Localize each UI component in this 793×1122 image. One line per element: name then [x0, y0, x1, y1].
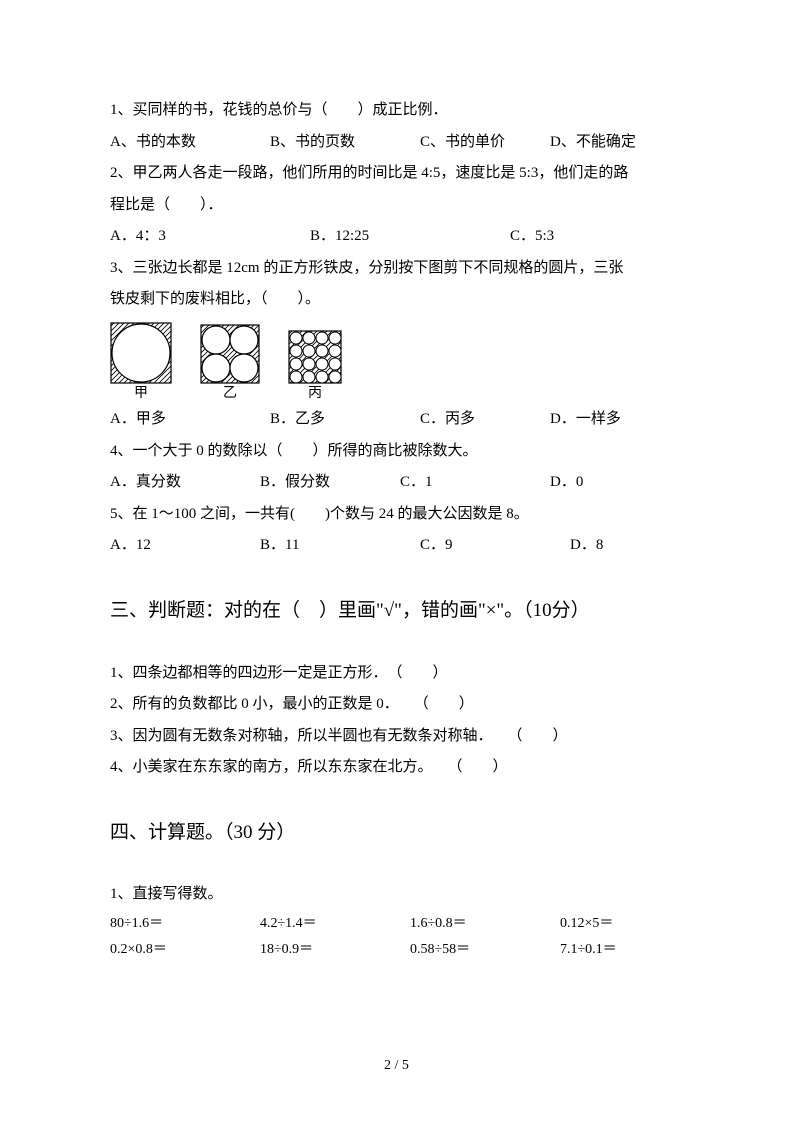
q4-opt-d: D．0	[550, 467, 583, 499]
q5-options: A．12 B．11 C．9 D．8	[110, 530, 683, 562]
q1-opt-c: C、书的单价	[420, 127, 550, 159]
q1-options: A、书的本数 B、书的页数 C、书的单价 D、不能确定	[110, 127, 683, 159]
q4-opt-b: B．假分数	[260, 467, 400, 499]
q4-opt-a: A．真分数	[110, 467, 260, 499]
calc-cell: 1.6÷0.8＝	[410, 911, 560, 938]
q2-opt-a: A．4：3	[110, 221, 310, 253]
q3-line1: 3、三张边长都是 12cm 的正方形铁皮，分别按下图剪下不同规格的圆片，三张	[110, 253, 683, 285]
q5-opt-a: A．12	[110, 530, 260, 562]
section-3-title: 三、判断题：对的在（ ）里画"√"，错的画"×"。（10分）	[110, 590, 683, 632]
q3-opt-b: B．乙多	[270, 404, 420, 436]
section-4-title: 四、计算题。（30 分）	[110, 812, 683, 854]
q5-text: 5、在 1～100 之间，一共有( )个数与 24 的最大公因数是 8。	[110, 499, 683, 531]
q1-opt-d: D、不能确定	[550, 127, 636, 159]
q5-opt-c: C．9	[420, 530, 570, 562]
q1-opt-a: A、书的本数	[110, 127, 270, 159]
question-1: 1、买同样的书，花钱的总价与（ ）成正比例． A、书的本数 B、书的页数 C、书…	[110, 95, 683, 158]
q3-line2: 铁皮剩下的废料相比，（ ）。	[110, 284, 683, 316]
q4-options: A．真分数 B．假分数 C．1 D．0	[110, 467, 683, 499]
q5-opt-d: D．8	[570, 530, 603, 562]
figure-bing-label: 丙	[288, 386, 342, 403]
calc-header: 1、直接写得数。	[110, 879, 683, 911]
calc-cell: 18÷0.9＝	[260, 937, 410, 964]
calc-cell: 0.58÷58＝	[410, 937, 560, 964]
question-2: 2、甲乙两人各走一段路，他们所用的时间比是 4:5，速度比是 5:3，他们走的路…	[110, 158, 683, 253]
question-5: 5、在 1～100 之间，一共有( )个数与 24 的最大公因数是 8。 A．1…	[110, 499, 683, 562]
q1-text: 1、买同样的书，花钱的总价与（ ）成正比例．	[110, 95, 683, 127]
calc-cell: 0.2×0.8＝	[110, 937, 260, 964]
square-four-circles-icon	[200, 324, 260, 384]
q2-line1: 2、甲乙两人各走一段路，他们所用的时间比是 4:5，速度比是 5:3，他们走的路	[110, 158, 683, 190]
calc-cell: 4.2÷1.4＝	[260, 911, 410, 938]
judge-4: 4、小美家在东东家的南方，所以东东家在北方。 （ ）	[110, 752, 683, 784]
judge-2: 2、所有的负数都比 0 小，最小的正数是 0． （ ）	[110, 689, 683, 721]
q5-opt-b: B．11	[260, 530, 420, 562]
q4-opt-c: C．1	[400, 467, 550, 499]
judge-1: 1、四条边都相等的四边形一定是正方形． （ ）	[110, 658, 683, 690]
q1-opt-b: B、书的页数	[270, 127, 420, 159]
q3-figures: 甲 乙	[110, 322, 683, 403]
figure-bing: 丙	[288, 330, 342, 403]
question-3: 3、三张边长都是 12cm 的正方形铁皮，分别按下图剪下不同规格的圆片，三张 铁…	[110, 253, 683, 436]
square-one-circle-icon	[110, 322, 172, 384]
calc-grid: 80÷1.6＝ 4.2÷1.4＝ 1.6÷0.8＝ 0.12×5＝ 0.2×0.…	[110, 911, 683, 964]
q4-text: 4、一个大于 0 的数除以（ ）所得的商比被除数大。	[110, 436, 683, 468]
judge-3: 3、因为圆有无数条对称轴，所以半圆也有无数条对称轴． （ ）	[110, 721, 683, 753]
calc-cell: 80÷1.6＝	[110, 911, 260, 938]
figure-yi-label: 乙	[200, 386, 260, 403]
calc-cell: 0.12×5＝	[560, 911, 683, 938]
square-sixteen-circles-icon	[288, 330, 342, 384]
q2-line2: 程比是（ ）．	[110, 190, 683, 222]
q2-opt-b: B．12:25	[310, 221, 510, 253]
page-footer: 2 / 5	[0, 1051, 793, 1080]
figure-jia: 甲	[110, 322, 172, 403]
q2-options: A．4：3 B．12:25 C．5:3	[110, 221, 683, 253]
figure-yi: 乙	[200, 324, 260, 403]
q3-opt-c: C．丙多	[420, 404, 550, 436]
calc-cell: 7.1÷0.1＝	[560, 937, 683, 964]
question-4: 4、一个大于 0 的数除以（ ）所得的商比被除数大。 A．真分数 B．假分数 C…	[110, 436, 683, 499]
q3-options: A．甲多 B．乙多 C．丙多 D．一样多	[110, 404, 683, 436]
figure-jia-label: 甲	[110, 386, 172, 403]
q3-opt-a: A．甲多	[110, 404, 270, 436]
q3-opt-d: D．一样多	[550, 404, 621, 436]
q2-opt-c: C．5:3	[510, 221, 554, 253]
